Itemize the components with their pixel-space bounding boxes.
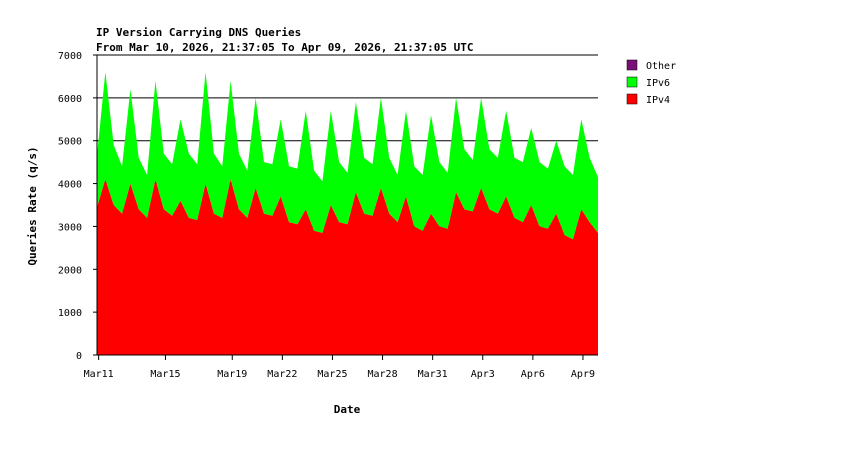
y-tick-label: 7000 <box>58 51 82 62</box>
series-area <box>97 72 598 355</box>
x-axis-label: Date <box>334 403 361 416</box>
x-tick-label: Apr3 <box>471 369 495 380</box>
series-ipv6-area <box>97 72 598 240</box>
x-tick-label: Mar11 <box>84 369 114 380</box>
y-tick-label: 3000 <box>58 222 82 233</box>
x-tick-label: Mar25 <box>317 369 347 380</box>
y-tick-label: 1000 <box>58 308 82 319</box>
y-tick-label: 5000 <box>58 137 82 148</box>
chart-subtitle: From Mar 10, 2026, 21:37:05 To Apr 09, 2… <box>96 41 474 54</box>
legend-swatch-ipv6 <box>626 76 638 88</box>
x-tick-label: Apr6 <box>521 369 545 380</box>
series-ipv4-area <box>97 179 598 355</box>
x-tick-label: Mar31 <box>418 369 448 380</box>
y-axis-label: Queries Rate (q/s) <box>26 146 39 265</box>
x-tick-label: Mar19 <box>217 369 247 380</box>
legend-label-ipv4: IPv4 <box>646 95 670 106</box>
x-tick-label: Mar22 <box>267 369 297 380</box>
legend-label-other: Other <box>646 61 676 72</box>
x-tick-label: Mar15 <box>150 369 180 380</box>
legend-label-ipv6: IPv6 <box>646 78 670 89</box>
legend-swatch-other <box>626 59 638 71</box>
y-tick-label: 2000 <box>58 265 82 276</box>
chart-title: IP Version Carrying DNS Queries <box>96 26 301 39</box>
axes: 0 1000 2000 3000 4000 5000 6000 7000 Mar11 Mar15 M… <box>58 51 598 380</box>
x-tick-label: Apr9 <box>571 369 595 380</box>
legend-swatch-ipv4 <box>626 93 638 105</box>
legend: Other IPv6 IPv4 <box>626 59 676 106</box>
x-tick-label: Mar28 <box>368 369 398 380</box>
y-tick-label: 0 <box>76 351 82 362</box>
y-tick-label: 4000 <box>58 180 82 191</box>
y-tick-label: 6000 <box>58 94 82 105</box>
